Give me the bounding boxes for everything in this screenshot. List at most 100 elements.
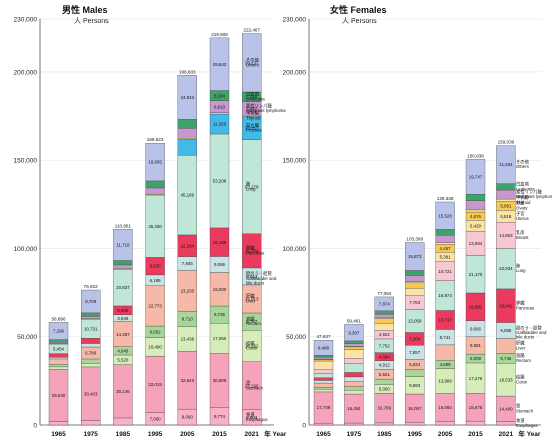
series-label-en: Stomach: [246, 385, 264, 390]
segment-label: 7,763: [409, 300, 421, 305]
series-label-en: Leukemia: [516, 186, 535, 191]
chart-panel-0: 男性 Males 人 Persons 0 50,000 100,000 150,000 20…: [14, 4, 287, 438]
segment-label: 18,533: [499, 377, 513, 382]
x-tick-label: 1995: [407, 431, 422, 438]
bar-segment: [313, 389, 334, 393]
y-tick-label: 150,000: [283, 158, 307, 165]
segment-label: 9,000: [182, 415, 194, 420]
bar-segment: [405, 275, 425, 282]
bar-segment: [344, 363, 364, 373]
segment-label: 14,400: [499, 406, 513, 411]
series-label-en: Liver: [246, 299, 256, 304]
series-label-jp: 白血病: [246, 91, 260, 98]
bar-segment: [435, 235, 455, 243]
chart-subtitle: 人 Persons: [342, 17, 377, 25]
bar-segment: [344, 343, 364, 347]
segment-label: 11,710: [116, 243, 130, 248]
bar-segment: [435, 229, 455, 236]
bar-segment: [405, 287, 425, 296]
segment-label: 30,403: [84, 391, 98, 396]
bar-segment: [374, 323, 394, 331]
bar-segment: [405, 369, 425, 377]
x-tick-label: 1985: [377, 431, 392, 438]
y-tick-label: 200,000: [283, 69, 307, 76]
segment-label: 32,643: [181, 378, 195, 383]
bar-total-label: 159,623: [147, 137, 164, 142]
segment-label: 4,467: [440, 246, 452, 251]
series-label-jp: 甲状腺: [246, 110, 260, 117]
segment-label: 5,520: [117, 357, 129, 362]
segment-label: 19,334: [245, 248, 259, 253]
segment-label: 21,170: [469, 272, 483, 277]
series-label-jp: 胆のう・胆管: [516, 324, 542, 331]
series-label-en: bile ducts: [246, 281, 264, 286]
bar-segment: [435, 421, 455, 426]
series-label-en: Colon: [246, 346, 258, 351]
y-tick-label: 0: [302, 422, 306, 429]
series-label-jp: 肺: [246, 182, 251, 188]
segment-label: 7,296: [53, 329, 65, 334]
bar-total-label: 76,922: [84, 284, 98, 289]
bar-segment: [209, 112, 230, 115]
series-label-jp: 肺: [516, 263, 521, 269]
series-label-en: Breast: [516, 235, 529, 240]
bar-segment: [177, 75, 197, 120]
segment-label: 10,721: [438, 269, 452, 274]
series-label-en: Pancreas: [246, 250, 264, 255]
bar-total-label: 110,861: [115, 223, 132, 228]
bar-segment: [344, 422, 364, 426]
bar-segment: [344, 386, 364, 391]
segment-label: 5,746: [500, 356, 512, 361]
bar-segment: [344, 349, 364, 359]
segment-label: 13,217: [245, 126, 259, 131]
series-label-jp: その他: [516, 158, 530, 165]
segment-label: 13,436: [181, 337, 195, 342]
segment-label: 53,208: [213, 179, 227, 184]
bar-segment: [465, 200, 486, 211]
segment-label: 17,276: [469, 376, 483, 381]
bar-segment: [313, 355, 334, 358]
bar-segment: [313, 340, 334, 356]
segment-label: 7,264: [409, 337, 421, 342]
segment-label: 23,203: [181, 289, 195, 294]
bar-segment: [242, 33, 262, 93]
segment-label: 9,774: [214, 414, 226, 419]
series-label-jp: 肝臓: [516, 340, 525, 347]
bar-segment: [344, 376, 364, 382]
bar-segment: [113, 229, 133, 261]
bar-segment: [81, 316, 101, 319]
segment-label: 19,747: [469, 174, 483, 179]
segment-label: 16,186: [213, 240, 227, 245]
segment-label: 6,429: [470, 224, 482, 229]
bar-segment: [405, 242, 425, 271]
segment-label: 16,874: [438, 293, 452, 298]
segment-label: 7,845: [182, 261, 194, 266]
bar-segment: [48, 342, 69, 344]
segment-label: 4,584: [379, 354, 391, 359]
x-axis-suffix: 年 Year: [264, 429, 287, 438]
segment-label: 7,874: [379, 301, 391, 306]
bar-segment: [496, 189, 516, 200]
series-label-en: Rectum: [246, 321, 261, 326]
segment-label: 5,548: [246, 95, 258, 100]
bar-segment: [48, 353, 69, 358]
series-label-jp: 前立腺: [246, 122, 260, 129]
segment-label: 5,081: [500, 203, 512, 208]
x-tick-label: 1965: [316, 431, 331, 438]
series-label-en: Pancreas: [516, 305, 534, 310]
bar-segment: [496, 183, 516, 191]
segment-label: 5,521: [379, 372, 391, 377]
bar-segment: [113, 417, 133, 426]
series-label-jp: 食道: [246, 411, 255, 418]
segment-label: 15,676: [469, 405, 483, 410]
segment-label: 6,652: [150, 330, 162, 335]
